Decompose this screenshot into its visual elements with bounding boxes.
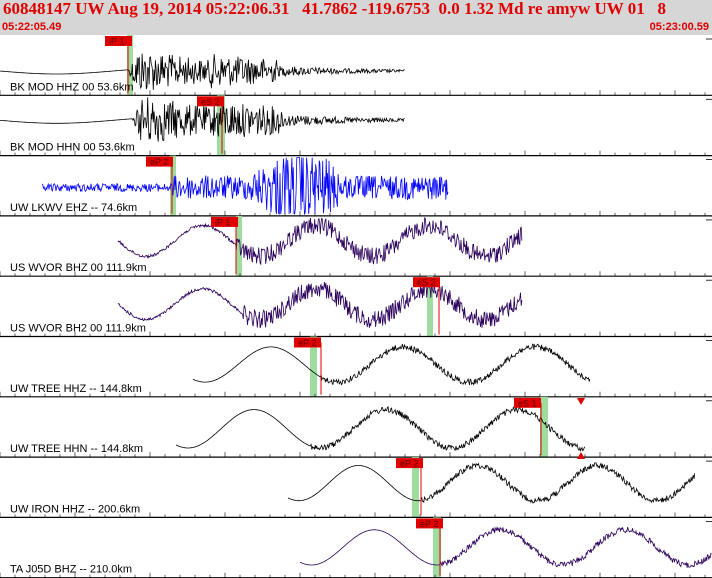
station-label: UW IRON HHZ -- 200.6km <box>10 503 140 515</box>
waveform-trace <box>0 97 405 142</box>
station-label: TA J05D BHZ -- 210.0km <box>10 564 132 576</box>
pick-flag[interactable] <box>211 216 238 227</box>
station-label: UW TREE HHN -- 144.8km <box>10 443 143 455</box>
seismogram-panel[interactable]: iP 1 BK MOD HHZ 00 53.6km eS 2 BK MOD HHN 0… <box>0 35 712 578</box>
station-label: US WVOR BH2 00 111.9km <box>10 323 146 335</box>
pick-window <box>310 336 317 397</box>
trace-panel[interactable]: eP 2 UW IRON HHZ -- 200.6km <box>0 457 712 518</box>
trace-panel[interactable]: iP 1 US WVOR BHZ 00 111.9km <box>0 215 712 277</box>
pick-window <box>412 457 419 518</box>
trace-panel[interactable]: eP 2 UW LKWV EHZ -- 74.6km <box>0 155 712 217</box>
pick-window <box>433 517 441 578</box>
pick-window <box>170 155 176 216</box>
trace-panel[interactable]: iP 1 BK MOD HHZ 00 53.6km <box>0 35 712 96</box>
pick-window <box>236 215 242 277</box>
pick-flag[interactable] <box>105 36 132 46</box>
waveform-trace <box>117 281 523 329</box>
station-label: US WVOR BHZ 00 111.9km <box>10 262 147 274</box>
waveform-trace <box>117 217 523 266</box>
pick-flag-label: eP 2 <box>400 459 418 469</box>
station-label: UW TREE HHZ -- 144.8km <box>10 383 142 395</box>
waveform-trace <box>299 526 712 568</box>
trace-panel[interactable]: eP 2 UW TREE HHZ -- 144.8km <box>0 336 712 398</box>
pick-flag[interactable] <box>413 277 440 288</box>
station-label: BK MOD HHZ 00 53.6km <box>10 81 133 93</box>
pick-flag-label: eS 2 <box>201 97 220 107</box>
header-bar: 60848147 UW Aug 19, 2014 05:22:06.31 41.… <box>0 0 712 35</box>
pick-window <box>427 276 433 337</box>
waveform-trace <box>287 462 696 504</box>
trace-panel[interactable]: eP 2 TA J05D BHZ -- 210.0km <box>0 517 712 578</box>
pick-window <box>540 396 548 458</box>
pick-flag[interactable] <box>146 156 173 167</box>
pick-flag[interactable] <box>514 397 541 408</box>
waveform-trace <box>192 343 591 386</box>
pick-flag-label: eP 2 <box>420 519 438 529</box>
time-start: 05:22:05.49 <box>2 21 62 33</box>
pick-flag-label: eP 2 <box>298 338 316 348</box>
pick-flag[interactable] <box>396 458 423 469</box>
pick-flag-label: iP 1 <box>109 37 124 47</box>
clip-marker-icon <box>577 398 585 405</box>
pick-flag-label: eS 2 <box>417 278 436 288</box>
pick-flag[interactable] <box>294 337 321 348</box>
station-label: UW LKWV EHZ -- 74.6km <box>10 202 137 214</box>
pick-flag-label: eS 1 <box>518 398 537 408</box>
waveform-trace <box>41 157 449 216</box>
pick-window <box>217 95 225 156</box>
trace-panel[interactable]: eS 2 BK MOD HHN 00 53.6km <box>0 95 712 157</box>
trace-panel[interactable]: eS 1 UW TREE HHN -- 144.8km <box>0 396 712 458</box>
pick-flag[interactable] <box>197 96 224 107</box>
pick-flag-label: iP 1 <box>215 217 230 227</box>
time-end: 05:23:00.59 <box>649 21 709 33</box>
waveform-trace <box>175 406 586 453</box>
pick-window <box>127 35 133 96</box>
clip-marker-icon <box>577 452 585 459</box>
waveform-trace <box>0 53 405 90</box>
pick-flag-label: eP 2 <box>150 157 168 167</box>
trace-panel[interactable]: eS 2 US WVOR BH2 00 111.9km <box>0 276 712 338</box>
pick-flag[interactable] <box>416 518 443 529</box>
station-label: BK MOD HHN 00 53.6km <box>10 142 135 154</box>
event-title: 60848147 UW Aug 19, 2014 05:22:06.31 41.… <box>3 0 666 18</box>
